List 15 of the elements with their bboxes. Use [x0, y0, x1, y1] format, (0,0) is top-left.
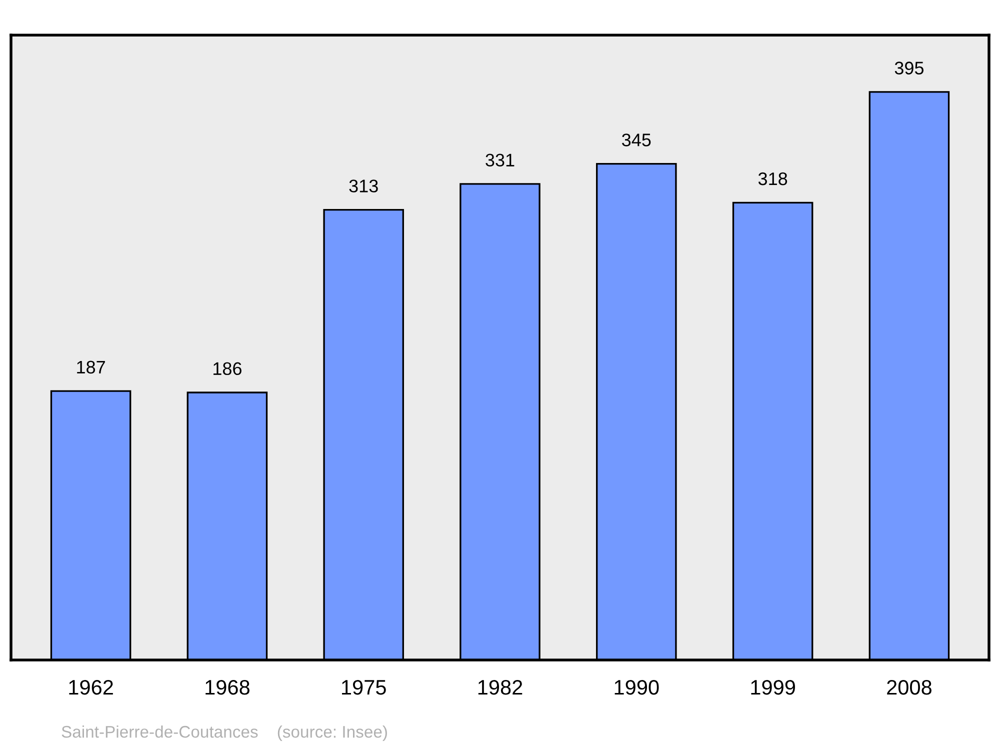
data-label: 186 — [214, 362, 242, 376]
data-label: 331 — [486, 154, 514, 166]
x-tick-label: 1962 — [69, 680, 113, 695]
x-tick-label: 1968 — [206, 680, 250, 695]
x-tick-label: 1999 — [751, 680, 795, 695]
x-tick-label: 1982 — [478, 680, 522, 695]
x-tick-label: 2008 — [887, 680, 932, 695]
data-label: 345 — [622, 134, 651, 146]
data-label: 187 — [77, 360, 105, 374]
data-label: 318 — [758, 172, 788, 186]
x-tick-label: 1975 — [342, 680, 386, 695]
data-label: 313 — [349, 180, 378, 192]
x-tick-label: 1990 — [614, 680, 659, 695]
data-label: 395 — [894, 62, 924, 74]
text: Saint-Pierre-de-Coutances (source: Insee) — [62, 725, 387, 742]
